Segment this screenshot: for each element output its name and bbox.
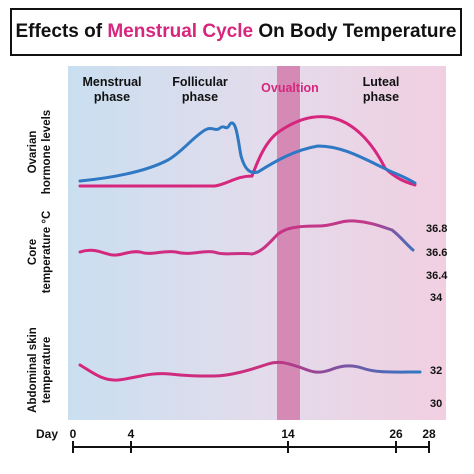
ylabel-skin-line2: temperature — [41, 337, 53, 403]
title-part-2: On Body Temperature — [258, 21, 457, 42]
skin-temperature-curve — [78, 360, 422, 382]
ylabel-core-line2: temperature °C — [41, 211, 53, 294]
day-tick-28: 28 — [422, 427, 436, 441]
background-band — [68, 66, 446, 420]
phase-luteal-line1: Luteal — [363, 75, 400, 89]
phase-follicular-line2: phase — [182, 90, 218, 104]
core-tick-34: 34 — [430, 292, 443, 304]
day-axis-ticks — [72, 441, 430, 453]
skin-tick-32: 32 — [430, 365, 442, 377]
core-temperature-curve — [78, 219, 415, 257]
day-tick-26: 26 — [389, 427, 403, 441]
day-axis-label: Day — [36, 427, 58, 441]
chart-title: Effects of Menstrual Cycle On Body Tempe… — [10, 8, 462, 56]
core-tick-36-4: 36.4 — [426, 270, 448, 282]
phase-menstrual-line2: phase — [94, 90, 130, 104]
ylabel-core-line1: Core — [27, 239, 39, 265]
ylabel-hormone-line1: Ovarian — [27, 131, 39, 174]
core-tick-36-6: 36.6 — [426, 247, 447, 259]
core-tick-36-8: 36.8 — [426, 223, 447, 235]
phase-luteal-line2: phase — [363, 90, 399, 104]
title-highlight: Menstrual Cycle — [107, 21, 254, 42]
day-tick-14: 14 — [281, 427, 295, 441]
ovulation-band — [277, 66, 300, 420]
day-tick-4: 4 — [128, 427, 135, 441]
title-part-1: Effects of — [15, 21, 103, 42]
phase-follicular-line1: Follicular — [172, 75, 228, 89]
skin-tick-30: 30 — [430, 398, 442, 410]
day-tick-0: 0 — [70, 427, 77, 441]
hormone-curve-blue — [78, 121, 417, 185]
phase-menstrual-line1: Menstrual — [82, 75, 141, 89]
ylabel-skin-line1: Abdominal skin — [27, 327, 39, 413]
ylabel-hormone-line2: hormone levels — [41, 110, 53, 194]
phase-ovulation: Ovualtion — [261, 81, 319, 95]
